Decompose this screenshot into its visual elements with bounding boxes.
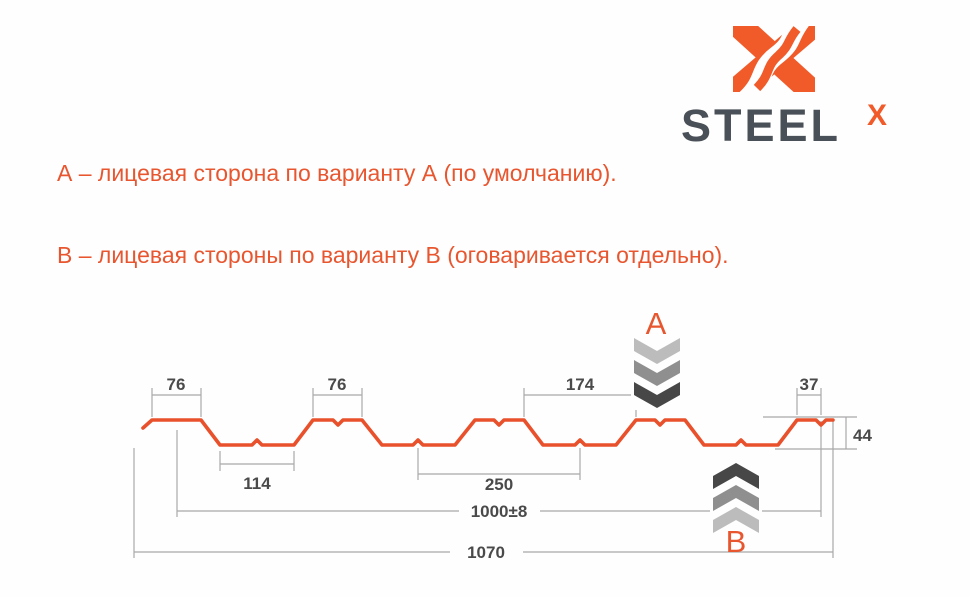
brand-wordmark: STEEL [681,100,842,151]
profile-drawing: 76 76 174 37 114 250 1000±8 1070 44 A B [133,306,872,562]
side-a-marker [631,336,683,410]
side-a-label: A [646,306,667,341]
steelx-x-mark-icon [733,26,815,92]
side-b-label: B [726,524,747,559]
dim-label-useful-width: 1000±8 [471,502,528,521]
dim-label-crest-gap: 174 [566,375,595,394]
note-variant-b: В – лицевая стороны по варианту В (огова… [57,242,729,268]
dim-label-overall-width: 1070 [467,543,505,562]
dim-label-rib-pitch: 250 [485,475,513,494]
chevron-up-icon [713,485,759,511]
chevron-down-icon [634,360,680,386]
chevron-up-icon [713,463,759,489]
note-variant-a: А – лицевая сторона по варианту А (по ум… [57,160,617,186]
dim-label-flange-mid: 76 [328,375,347,394]
dim-label-edge-lap: 37 [800,375,819,394]
side-b-marker [710,460,762,534]
chevron-down-icon [634,382,680,408]
x-slash-link [753,26,801,92]
dim-label-trough-width: 114 [243,474,271,493]
chevron-down-icon [634,338,680,364]
brand-superscript-x: X [867,99,888,132]
chevron-up-icon [713,507,759,533]
dim-label-profile-height: 44 [853,426,872,445]
dim-label-flange-left: 76 [167,375,186,394]
profile-outline [141,418,835,447]
